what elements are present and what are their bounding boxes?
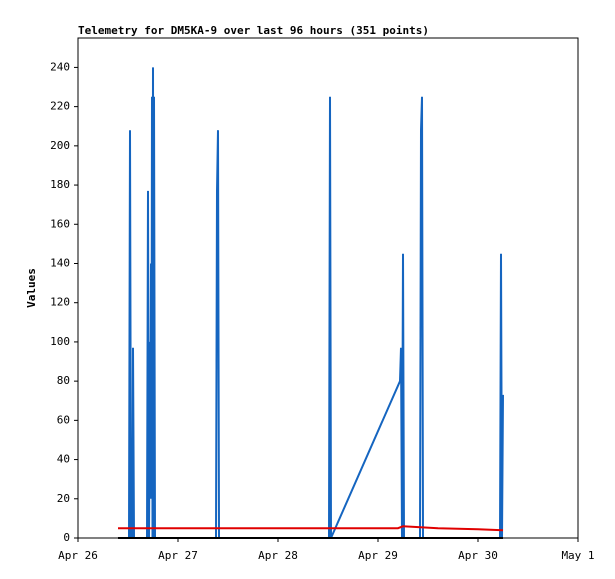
- y-tick-label: 240: [50, 60, 70, 73]
- x-tick-label: Apr 26: [58, 549, 98, 562]
- y-tick-label: 160: [50, 217, 70, 230]
- y-tick-label: 120: [50, 296, 70, 309]
- x-tick-label: Apr 29: [358, 549, 398, 562]
- x-tick-label: Apr 28: [258, 549, 298, 562]
- y-axis-label: Values: [25, 268, 38, 308]
- chart-title: Telemetry for DM5KA-9 over last 96 hours…: [78, 24, 429, 37]
- y-tick-label: 180: [50, 178, 70, 191]
- y-tick-label: 60: [57, 413, 70, 426]
- y-tick-label: 40: [57, 453, 70, 466]
- x-tick-label: Apr 30: [458, 549, 498, 562]
- x-tick-label: May 1: [561, 549, 594, 562]
- y-tick-label: 20: [57, 492, 70, 505]
- y-tick-label: 140: [50, 256, 70, 269]
- y-tick-label: 0: [63, 531, 70, 544]
- y-tick-label: 200: [50, 139, 70, 152]
- x-tick-label: Apr 27: [158, 549, 198, 562]
- series-line: [118, 525, 504, 532]
- y-tick-label: 80: [57, 374, 70, 387]
- y-tick-label: 100: [50, 335, 70, 348]
- y-tick-label: 220: [50, 100, 70, 113]
